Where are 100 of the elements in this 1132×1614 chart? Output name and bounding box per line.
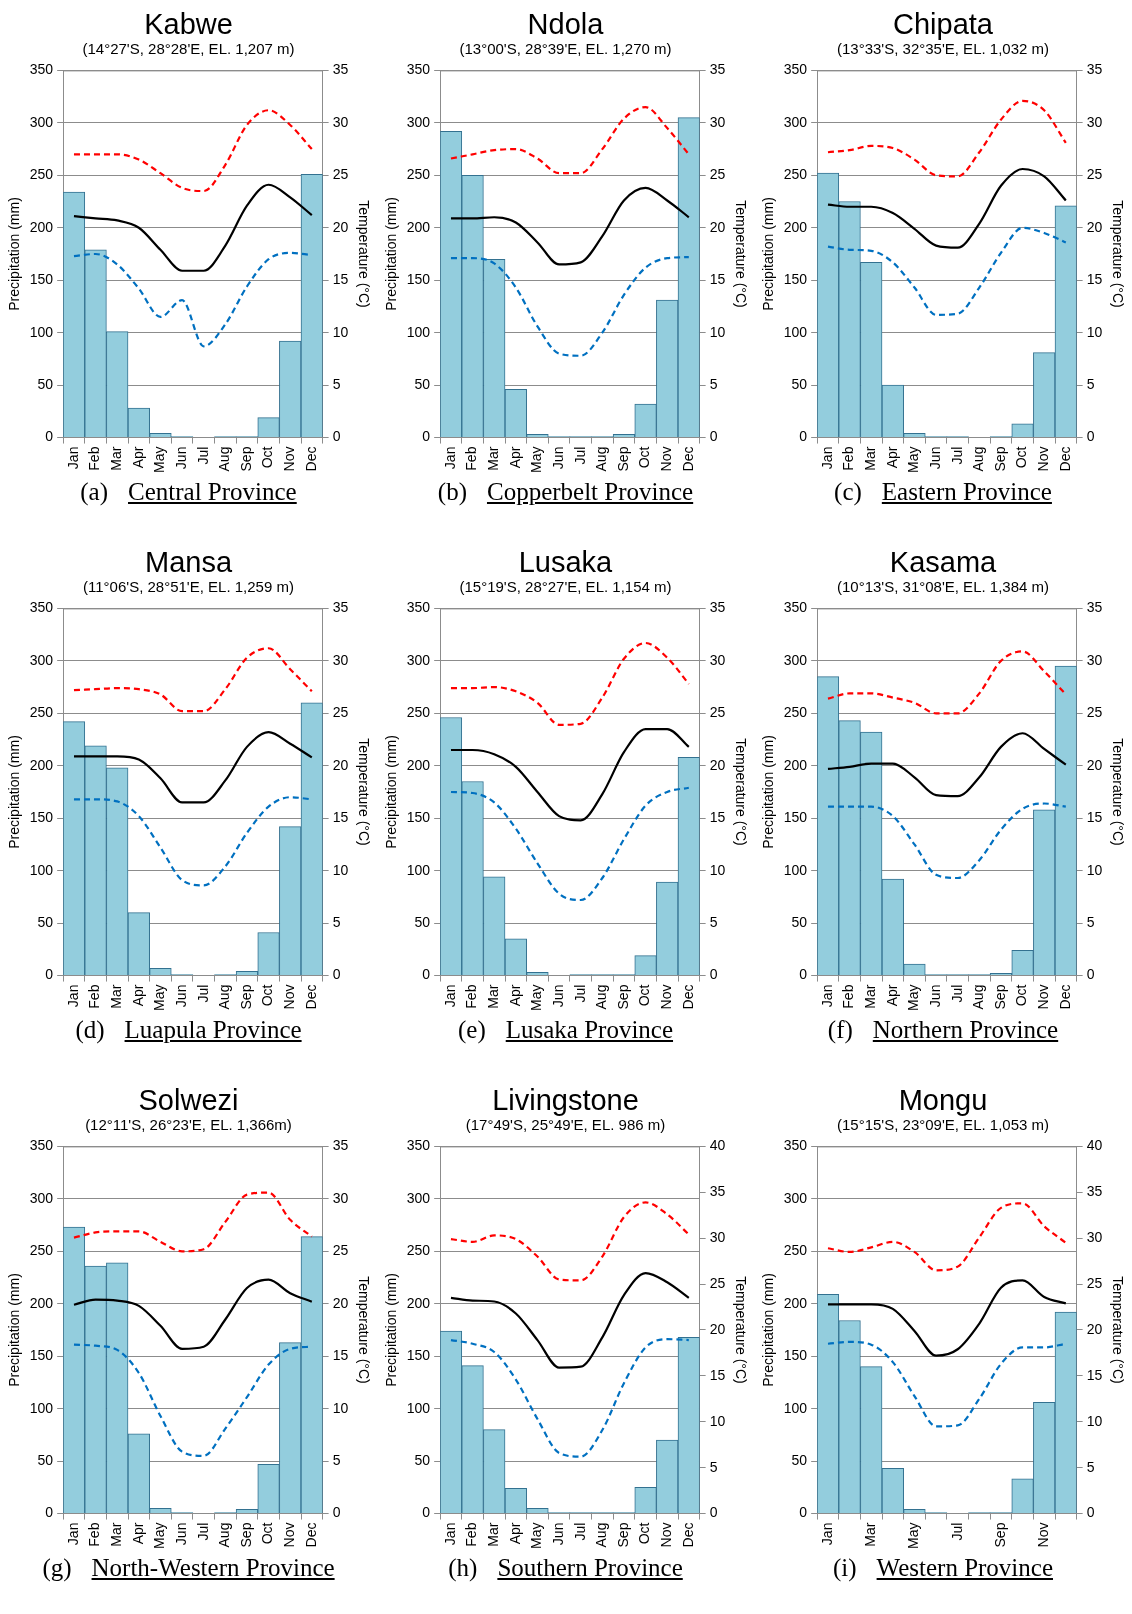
text: Western Province: [876, 1554, 1053, 1581]
x-tick-label: Jan: [441, 1522, 458, 1546]
x-tick-label: Dec: [302, 1522, 319, 1548]
x-tick-label: Jun: [549, 446, 566, 470]
y-tick-label: 50: [791, 913, 808, 930]
y2-axis-title: Temperature (°C): [1109, 1276, 1126, 1384]
x-tick-label: Oct: [1013, 446, 1030, 469]
x-tick-label: Jul: [194, 446, 211, 465]
y-tick-label: 50: [791, 375, 808, 392]
y2-tick-label: 20: [332, 218, 348, 235]
y2-tick-label: 5: [1086, 375, 1095, 392]
y2-tick-label: 20: [709, 756, 725, 773]
x-tick-label: Jul: [948, 984, 965, 1003]
x-tick-label: Dec: [302, 984, 319, 1010]
text: (d): [75, 1016, 105, 1043]
y2-tick-label: 15: [1086, 809, 1103, 826]
x-tick-label: May: [150, 984, 167, 1011]
y2-tick-label: 25: [332, 166, 348, 183]
y2-tick-label: 10: [332, 861, 348, 878]
x-tick-label: Nov: [1035, 446, 1052, 472]
x-tick-label: Feb: [840, 446, 857, 471]
y2-tick-label: 20: [332, 756, 348, 773]
y2-tick-label: 0: [1086, 966, 1095, 983]
chart-title: Kasama: [888, 546, 998, 578]
y-axis-title: Precipitation (mm): [760, 1273, 777, 1387]
x-tick-label: Jan: [441, 984, 458, 1008]
chart-subtitle: (12°11'S, 26°23'E, EL. 1,366m): [84, 1116, 293, 1134]
chart-title: Lusaka: [517, 546, 614, 578]
y2-tick-label: 25: [1086, 166, 1103, 183]
y-tick-label: 350: [406, 1137, 430, 1154]
x-tick-label: Mar: [862, 984, 879, 1009]
y2-tick-label: 0: [709, 428, 718, 445]
x-tick-label: Oct: [1013, 984, 1030, 1007]
x-tick-label: Feb: [462, 446, 479, 471]
y-tick-label: 100: [29, 1399, 53, 1416]
y-tick-label: 300: [29, 1189, 53, 1206]
y-tick-label: 50: [37, 375, 53, 392]
y-tick-label: 0: [799, 1504, 808, 1521]
y-tick-label: 250: [29, 1242, 53, 1259]
x-tick-label: Feb: [462, 984, 479, 1009]
y-tick-label: 50: [414, 375, 430, 392]
y2-tick-label: 25: [332, 1242, 348, 1259]
y-tick-label: 350: [406, 599, 430, 616]
x-tick-label: Feb: [85, 984, 102, 1009]
chart-title: Livingstone: [491, 1084, 640, 1116]
y2-tick-label: 35: [332, 61, 348, 78]
line-series: [449, 727, 690, 822]
y2-tick-label: 10: [709, 861, 725, 878]
y2-tick-label: 15: [332, 1347, 348, 1364]
y2-tick-label: 5: [332, 375, 341, 392]
y2-tick-label: 10: [332, 1399, 348, 1416]
x-tick-label: Nov: [657, 446, 674, 472]
y-tick-label: 300: [406, 1189, 430, 1206]
x-tick-label: Feb: [840, 984, 857, 1009]
y-tick-label: 200: [406, 1294, 430, 1311]
y2-tick-label: 15: [709, 1366, 725, 1383]
y-tick-label: 300: [783, 651, 808, 668]
text: (i): [832, 1554, 857, 1581]
x-tick-label: Jul: [571, 446, 588, 465]
y-tick-label: 200: [406, 756, 430, 773]
x-tick-label: Jul: [948, 1522, 965, 1541]
y2-tick-label: 30: [1086, 651, 1103, 668]
y2-tick-label: 0: [332, 966, 341, 983]
y-tick-label: 250: [783, 166, 808, 183]
y-tick-label: 50: [414, 1451, 430, 1468]
x-tick-label: Jul: [571, 984, 588, 1003]
y-tick-label: 100: [29, 861, 53, 878]
text: Copperbelt Province: [486, 478, 694, 505]
x-tick-label: Jan: [818, 446, 835, 470]
x-tick-label: Jul: [194, 984, 211, 1003]
y2-tick-label: 35: [709, 61, 725, 78]
y-tick-label: 150: [29, 809, 53, 826]
x-tick-label: Sep: [614, 984, 631, 1010]
text: (c): [834, 478, 862, 505]
y2-tick-label: 20: [332, 1294, 348, 1311]
y2-tick-label: 30: [709, 113, 725, 130]
x-tick-label: Jun: [549, 1522, 566, 1546]
y-tick-label: 0: [421, 966, 430, 983]
line-series: [449, 106, 690, 175]
text: (g): [42, 1554, 72, 1581]
x-tick-label: May: [527, 1522, 544, 1549]
x-tick-label: Aug: [592, 1522, 609, 1548]
chart-title: Mansa: [143, 546, 233, 578]
chart-title: Kabwe: [143, 8, 234, 40]
x-tick-label: Jun: [172, 446, 189, 470]
y2-tick-label: 5: [332, 1451, 341, 1468]
y-tick-label: 50: [791, 1451, 808, 1468]
text: Eastern Province: [881, 478, 1052, 505]
y2-axis-title: Temperature (°C): [355, 1276, 372, 1384]
x-tick-label: Nov: [657, 1522, 674, 1548]
y2-tick-label: 0: [332, 428, 341, 445]
text: (b): [437, 478, 467, 505]
y-axis-title: Precipitation (mm): [382, 197, 399, 311]
y2-tick-label: 5: [332, 913, 341, 930]
line-series: [826, 226, 1067, 316]
y-tick-label: 250: [406, 704, 430, 721]
y2-tick-label: 35: [332, 1137, 348, 1154]
y2-tick-label: 5: [709, 1458, 718, 1475]
x-tick-label: Aug: [970, 984, 987, 1010]
y-tick-label: 200: [783, 218, 808, 235]
